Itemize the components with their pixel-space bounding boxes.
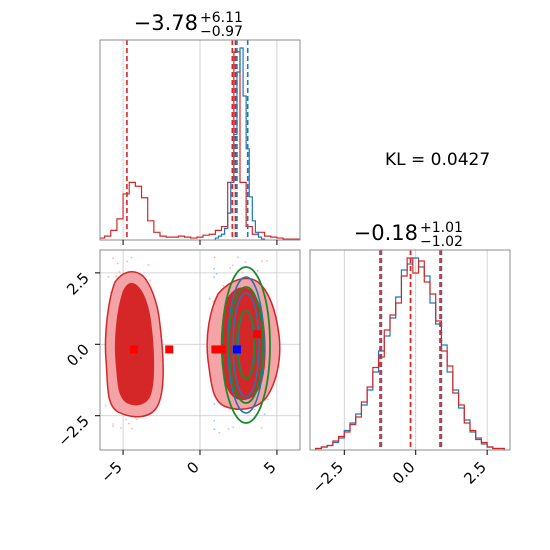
scatter-point — [208, 297, 211, 300]
scatter-point — [213, 267, 216, 270]
scatter-point — [126, 260, 129, 263]
scatter-point — [149, 279, 152, 282]
scatter-point — [215, 272, 218, 275]
param1-histogram-series-b — [315, 257, 505, 450]
scatter-point — [128, 422, 130, 425]
density-b-left-inner — [114, 282, 155, 406]
scatter-point — [222, 284, 225, 287]
x-tick-label-param0: −5 — [98, 458, 126, 486]
param0-histogram-series-b — [100, 51, 300, 240]
point-marker-b — [217, 345, 226, 354]
scatter-point — [147, 264, 150, 266]
param1-title-plus: +1.01 — [420, 220, 463, 236]
scatter-point — [212, 300, 214, 303]
param1-gridlines — [343, 250, 488, 450]
x-tick-label-param1: −2.5 — [309, 458, 347, 496]
scatter-point — [237, 256, 239, 259]
kl-annotation: KL = 0.0427 — [385, 150, 490, 170]
scatter-point — [213, 403, 216, 405]
scatter-point — [136, 418, 138, 421]
scatter-point — [244, 261, 247, 263]
scatter-point — [227, 428, 230, 430]
scatter-point — [130, 256, 133, 259]
joint-density-panel: −5 0 5 −2.5 0.0 2.5 — [54, 249, 301, 486]
x-tick-label-param1: 0.0 — [389, 458, 419, 488]
scatter-point — [256, 269, 259, 272]
scatter-point — [115, 275, 118, 278]
scatter-point — [263, 413, 266, 416]
scatter-point — [116, 262, 119, 265]
param1-title-minus: −1.02 — [420, 234, 463, 250]
gaussian-contour-inner — [236, 310, 256, 380]
scatter-point — [107, 275, 110, 278]
param0-title-minus: −0.97 — [200, 24, 243, 40]
gaussian-contour-outer — [221, 266, 271, 424]
scatter-point — [213, 256, 216, 259]
scatter-point — [104, 404, 107, 407]
scatter-point — [131, 427, 133, 430]
point-marker-b — [129, 345, 138, 354]
y-tick-label-param1: −2.5 — [54, 412, 92, 450]
scatter-point — [213, 276, 215, 279]
scatter-point — [112, 257, 114, 260]
param0-histogram-panel: −3.78 +6.11 −0.97 — [99, 10, 301, 245]
scatter-point — [213, 428, 216, 431]
point-marker-a — [232, 345, 241, 354]
density-a-contour-outer — [227, 276, 265, 414]
point-marker-b — [252, 330, 261, 339]
scatter-point — [261, 260, 263, 263]
x-tick-label-param0: 0 — [183, 458, 202, 477]
x-tick-label-param0: 5 — [260, 458, 279, 477]
scatter-point — [232, 426, 235, 429]
scatter-point — [118, 271, 121, 273]
y-tick-label-param1: 0.0 — [63, 340, 93, 370]
param0-gridlines — [122, 40, 278, 240]
scatter-point — [112, 425, 114, 428]
scatter-point — [213, 419, 216, 422]
scatter-point — [260, 426, 263, 429]
param0-title-plus: +6.11 — [200, 10, 243, 26]
scatter-point — [267, 398, 269, 401]
scatter-point — [266, 260, 268, 262]
gaussian-contour-mid — [228, 286, 264, 404]
scatter-point — [231, 264, 234, 267]
param1-histogram-panel: −2.5 0.0 2.5 −0.18 +1.01 −1.02 — [309, 220, 511, 497]
point-markers — [129, 330, 261, 354]
y-tick-label-param1: 2.5 — [63, 269, 93, 299]
density-a-contour-mid — [232, 292, 260, 398]
point-marker-b — [165, 345, 174, 354]
point-marker-b — [211, 345, 220, 354]
x-tick-label-param1: 2.5 — [460, 458, 490, 488]
param1-title: −0.18 — [354, 221, 418, 245]
scatter-point — [241, 271, 244, 274]
scatter-point — [119, 427, 122, 429]
scatter-point — [112, 423, 115, 425]
scatter-point — [229, 267, 231, 269]
scatter-point — [125, 418, 128, 421]
param1-histogram-frame — [309, 249, 511, 451]
param0-histogram-series-a — [214, 47, 266, 240]
param0-title: −3.78 — [134, 11, 198, 35]
scatter-point — [218, 431, 221, 434]
scatter-point — [254, 408, 256, 411]
